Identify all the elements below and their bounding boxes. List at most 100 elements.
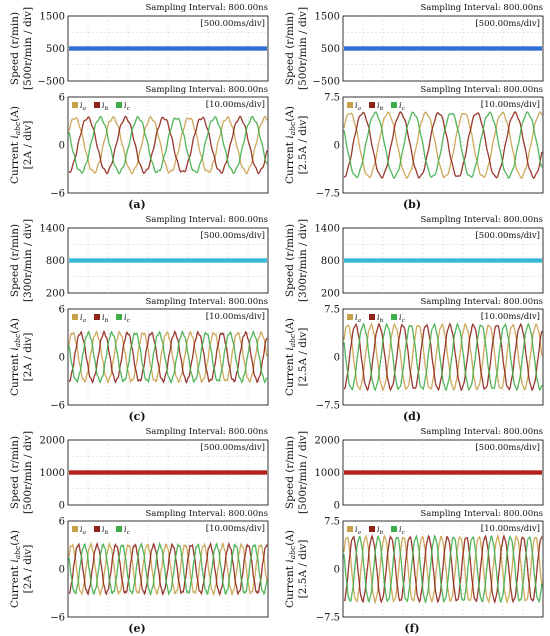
current-sampling-label: Sampling Interval: 800.00ns [145, 297, 268, 307]
current-sampling-label: Sampling Interval: 800.00ns [420, 297, 543, 307]
speed-tick-label: 2000 [315, 436, 340, 447]
speed-unit-label: [500r/min / div] [297, 431, 309, 514]
speed-sampling-label: Sampling Interval: 800.00ns [145, 3, 268, 13]
speed-tick-label: 500 [321, 44, 340, 55]
speed-sampling-label: Sampling Interval: 800.00ns [145, 427, 268, 437]
legend-label: ib [102, 313, 109, 324]
legend-label: ib [102, 101, 109, 112]
current-tick-label: 0 [59, 353, 65, 364]
panel-a: Sampling Interval: 800.00ns [500.00ms/div… [9, 3, 269, 211]
current-tick-label: −7.5 [316, 613, 340, 624]
current-axis-label: Current iabc(A) [284, 106, 297, 184]
speed-axis-label: Speed (r/min) [284, 12, 296, 85]
current-trace-ib [68, 329, 268, 384]
panel-label: (d) [403, 410, 421, 423]
current-trace-ic [68, 115, 268, 175]
current-timebase-label: [10.00ms/div] [481, 312, 540, 322]
speed-tick-label: 1400 [40, 224, 65, 235]
current-sampling-label: Sampling Interval: 800.00ns [420, 509, 543, 519]
speed-unit-label: [300r/min / div] [22, 219, 34, 302]
current-timebase-label: [10.00ms/div] [206, 524, 265, 534]
legend-swatch [94, 526, 100, 532]
panel-label: (b) [403, 198, 421, 211]
speed-tick-label: 800 [321, 256, 340, 267]
legend-label: ic [399, 525, 406, 536]
current-unit-label: [2.5A / div] [297, 116, 309, 175]
legend-label: ic [124, 101, 131, 112]
current-tick-label: 0 [59, 565, 65, 576]
current-trace-ic [343, 534, 543, 605]
legend-label: ib [377, 101, 384, 112]
speed-sampling-label: Sampling Interval: 800.00ns [145, 215, 268, 225]
speed-tick-label: 500 [46, 44, 65, 55]
speed-tick-label: 1000 [40, 468, 65, 479]
speed-unit-label: [500r/min / div] [22, 7, 34, 90]
panel-d: Sampling Interval: 800.00ns [500.00ms/div… [284, 215, 544, 423]
current-unit-label: [2A / div] [22, 121, 34, 170]
current-tick-label: −7.5 [316, 401, 340, 412]
current-tick-label: 6 [59, 305, 65, 316]
current-tick-label: 0 [59, 141, 65, 152]
current-trace-ic [343, 322, 543, 392]
current-trace-ic [68, 329, 268, 385]
speed-trace [69, 46, 267, 51]
panel-b: Sampling Interval: 800.00ns [500.00ms/div… [284, 3, 544, 211]
current-tick-label: 6 [59, 517, 65, 528]
speed-trace [69, 470, 267, 475]
current-timebase-label: [10.00ms/div] [481, 100, 540, 110]
current-unit-label: [2.5A / div] [297, 540, 309, 599]
current-trace-ib [343, 322, 543, 392]
legend-swatch [391, 102, 397, 108]
legend-swatch [347, 526, 353, 532]
speed-trace [344, 470, 542, 475]
legend-swatch [72, 314, 78, 320]
speed-timebase-label: [500.00ms/div] [200, 443, 265, 453]
current-trace-ib [343, 111, 543, 179]
legend-swatch [72, 102, 78, 108]
current-axis-label: Current iabc(A) [9, 318, 22, 396]
current-trace-ia [68, 541, 268, 597]
current-tick-label: 0 [334, 141, 340, 152]
speed-axis-label: Speed (r/min) [284, 224, 296, 297]
legend-label: ic [124, 313, 131, 324]
legend-swatch [369, 526, 375, 532]
current-axis-label: Current iabc(A) [9, 106, 22, 184]
current-tick-label: −6 [50, 401, 65, 412]
speed-axis-label: Speed (r/min) [9, 224, 21, 297]
current-tick-label: 7.5 [324, 517, 340, 528]
speed-timebase-label: [500.00ms/div] [475, 231, 540, 241]
speed-tick-label: 200 [46, 289, 65, 300]
current-tick-label: 0 [334, 353, 340, 364]
speed-trace [69, 258, 267, 263]
current-tick-label: −6 [50, 189, 65, 200]
current-tick-label: 6 [59, 93, 65, 104]
legend-swatch [391, 526, 397, 532]
legend-label: ia [80, 313, 87, 324]
panel-c: Sampling Interval: 800.00ns [500.00ms/div… [9, 215, 269, 423]
speed-trace [344, 46, 542, 51]
current-timebase-label: [10.00ms/div] [206, 312, 265, 322]
current-trace-ib [343, 533, 543, 605]
speed-tick-label: 800 [46, 256, 65, 267]
speed-unit-label: [300r/min / div] [297, 219, 309, 302]
speed-sampling-label: Sampling Interval: 800.00ns [420, 215, 543, 225]
speed-tick-label: 2000 [40, 436, 65, 447]
speed-axis-label: Speed (r/min) [284, 436, 296, 509]
legend-label: ib [102, 525, 109, 536]
speed-trace [344, 258, 542, 263]
legend-swatch [369, 102, 375, 108]
current-tick-label: −6 [50, 613, 65, 624]
speed-sampling-label: Sampling Interval: 800.00ns [420, 3, 543, 13]
current-unit-label: [2A / div] [22, 333, 34, 382]
legend-swatch [116, 314, 122, 320]
legend-label: ia [355, 313, 362, 324]
current-axis-label: Current iabc(A) [284, 530, 297, 608]
current-trace-ic [343, 111, 543, 179]
current-sampling-label: Sampling Interval: 800.00ns [145, 85, 268, 95]
legend-swatch [94, 314, 100, 320]
current-sampling-label: Sampling Interval: 800.00ns [420, 85, 543, 95]
current-unit-label: [2.5A / div] [297, 328, 309, 387]
legend-label: ic [124, 525, 131, 536]
speed-axis-label: Speed (r/min) [9, 12, 21, 85]
current-sampling-label: Sampling Interval: 800.00ns [145, 509, 268, 519]
